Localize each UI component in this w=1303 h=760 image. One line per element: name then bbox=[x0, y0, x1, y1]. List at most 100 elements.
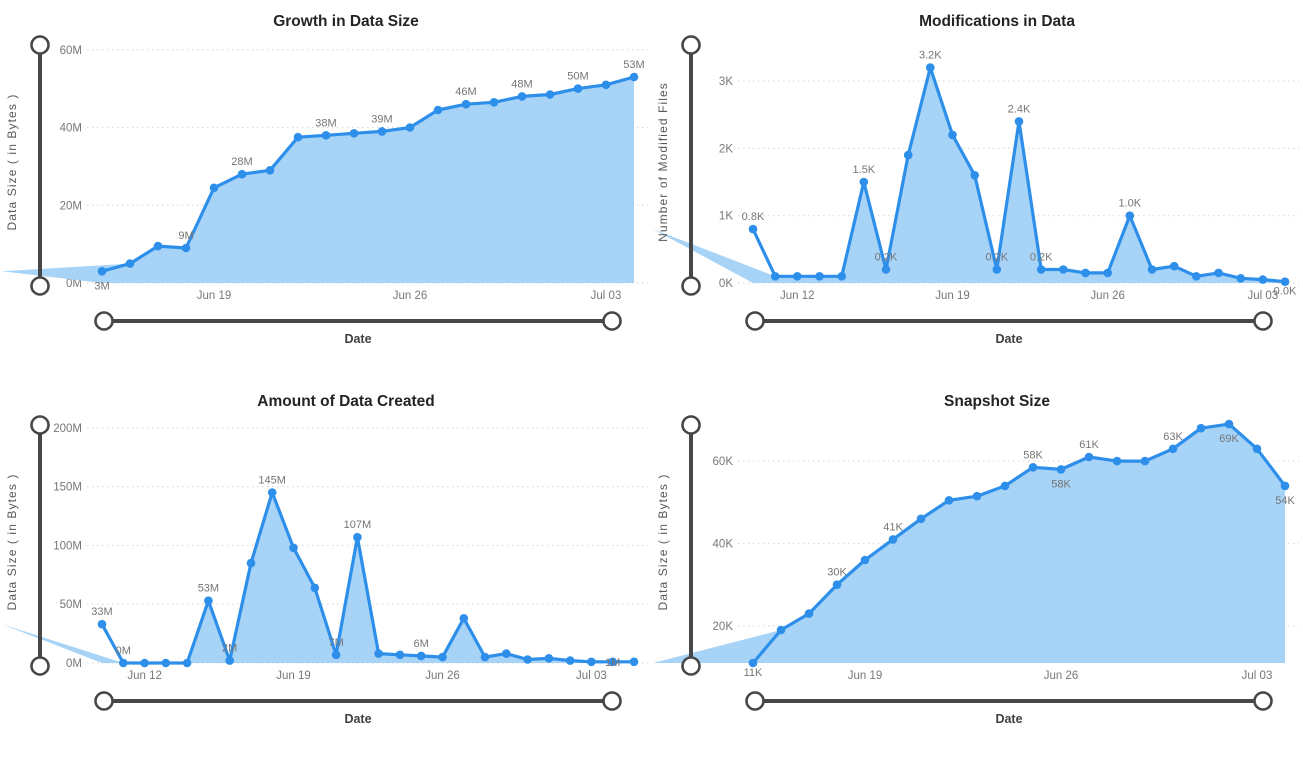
data-point[interactable] bbox=[1028, 463, 1038, 472]
data-point[interactable] bbox=[502, 649, 511, 658]
data-point[interactable] bbox=[944, 496, 954, 505]
data-point[interactable] bbox=[948, 130, 957, 140]
data-point[interactable] bbox=[119, 658, 128, 668]
data-point[interactable] bbox=[97, 267, 107, 276]
x-range-slider-handle-left[interactable] bbox=[94, 691, 114, 711]
data-point[interactable] bbox=[1140, 456, 1150, 466]
data-point[interactable] bbox=[377, 127, 387, 136]
x-range-slider-handle-right[interactable] bbox=[1253, 691, 1273, 711]
data-point[interactable] bbox=[237, 169, 247, 179]
data-point[interactable] bbox=[140, 658, 149, 668]
data-point[interactable] bbox=[1147, 265, 1157, 274]
data-point[interactable] bbox=[1125, 211, 1135, 220]
data-point[interactable] bbox=[608, 657, 617, 667]
data-point[interactable] bbox=[776, 625, 786, 635]
data-point[interactable] bbox=[265, 166, 275, 175]
data-point[interactable] bbox=[416, 651, 426, 661]
data-point[interactable] bbox=[1169, 261, 1179, 271]
data-point[interactable] bbox=[970, 171, 979, 180]
data-point[interactable] bbox=[1081, 268, 1090, 278]
data-point[interactable] bbox=[629, 72, 639, 82]
y-range-slider-handle-bottom[interactable] bbox=[681, 276, 701, 296]
data-point[interactable] bbox=[331, 650, 341, 660]
data-point[interactable] bbox=[1280, 277, 1290, 287]
data-point[interactable] bbox=[97, 619, 107, 629]
x-range-slider-handle-left[interactable] bbox=[745, 311, 765, 331]
data-point[interactable] bbox=[161, 658, 171, 668]
data-point[interactable] bbox=[459, 614, 469, 623]
data-point[interactable] bbox=[916, 514, 926, 524]
data-point[interactable] bbox=[461, 99, 471, 109]
data-point[interactable] bbox=[1280, 481, 1290, 491]
x-range-slider-handle-right[interactable] bbox=[602, 691, 622, 711]
data-point[interactable] bbox=[573, 84, 583, 93]
data-point[interactable] bbox=[1056, 465, 1066, 474]
data-point[interactable] bbox=[1112, 456, 1122, 466]
data-point[interactable] bbox=[293, 132, 303, 142]
data-point[interactable] bbox=[881, 265, 891, 274]
data-point[interactable] bbox=[125, 259, 135, 268]
data-point[interactable] bbox=[321, 131, 331, 140]
data-point[interactable] bbox=[267, 488, 277, 497]
data-point[interactable] bbox=[748, 658, 758, 668]
data-point[interactable] bbox=[438, 652, 447, 662]
data-point[interactable] bbox=[349, 129, 359, 138]
data-point[interactable] bbox=[629, 657, 639, 667]
data-point[interactable] bbox=[310, 583, 320, 593]
data-point[interactable] bbox=[153, 241, 163, 251]
x-range-slider-handle-right[interactable] bbox=[1253, 311, 1273, 331]
y-range-slider-handle-top[interactable] bbox=[30, 415, 50, 435]
data-point[interactable] bbox=[517, 92, 527, 101]
x-range-slider-handle-right[interactable] bbox=[602, 311, 622, 331]
data-point[interactable] bbox=[480, 652, 490, 662]
data-point[interactable] bbox=[1103, 268, 1112, 278]
data-point[interactable] bbox=[837, 272, 846, 281]
data-point[interactable] bbox=[374, 649, 383, 658]
data-point[interactable] bbox=[1258, 275, 1268, 284]
data-point[interactable] bbox=[1224, 419, 1234, 429]
data-point[interactable] bbox=[353, 532, 362, 542]
y-range-slider-handle-top[interactable] bbox=[681, 35, 701, 55]
data-point[interactable] bbox=[804, 609, 814, 618]
data-point[interactable] bbox=[1252, 444, 1262, 454]
y-range-slider-handle-bottom[interactable] bbox=[30, 656, 50, 676]
data-point[interactable] bbox=[181, 243, 191, 253]
data-point[interactable] bbox=[489, 98, 499, 107]
y-range-slider-handle-top[interactable] bbox=[681, 415, 701, 435]
data-point[interactable] bbox=[903, 150, 913, 160]
data-point[interactable] bbox=[1036, 265, 1046, 274]
data-point[interactable] bbox=[209, 183, 219, 193]
y-range-slider-handle-top[interactable] bbox=[30, 35, 50, 55]
data-point[interactable] bbox=[225, 656, 234, 665]
data-point[interactable] bbox=[793, 272, 802, 281]
data-point[interactable] bbox=[926, 63, 935, 72]
data-point[interactable] bbox=[992, 265, 1002, 274]
data-point[interactable] bbox=[544, 654, 554, 663]
data-point[interactable] bbox=[405, 123, 415, 132]
data-point[interactable] bbox=[815, 272, 824, 281]
data-point[interactable] bbox=[395, 650, 405, 660]
data-point[interactable] bbox=[888, 535, 898, 544]
data-point[interactable] bbox=[246, 558, 256, 568]
data-point[interactable] bbox=[859, 177, 869, 187]
data-point[interactable] bbox=[289, 543, 298, 553]
data-point[interactable] bbox=[1214, 268, 1223, 278]
data-point[interactable] bbox=[860, 555, 870, 565]
data-point[interactable] bbox=[587, 657, 596, 667]
data-point[interactable] bbox=[565, 656, 575, 665]
y-range-slider-handle-bottom[interactable] bbox=[681, 656, 701, 676]
data-point[interactable] bbox=[1084, 452, 1094, 462]
data-point[interactable] bbox=[601, 80, 611, 90]
data-point[interactable] bbox=[182, 658, 192, 668]
data-point[interactable] bbox=[204, 596, 213, 605]
data-point[interactable] bbox=[1014, 117, 1024, 126]
data-point[interactable] bbox=[1236, 274, 1245, 283]
data-point[interactable] bbox=[1000, 481, 1010, 491]
data-point[interactable] bbox=[972, 491, 982, 501]
data-point[interactable] bbox=[770, 272, 780, 281]
x-range-slider-handle-left[interactable] bbox=[94, 311, 114, 331]
data-point[interactable] bbox=[1168, 444, 1178, 454]
data-point[interactable] bbox=[1196, 423, 1206, 433]
data-point[interactable] bbox=[1059, 265, 1068, 274]
data-point[interactable] bbox=[545, 90, 555, 99]
